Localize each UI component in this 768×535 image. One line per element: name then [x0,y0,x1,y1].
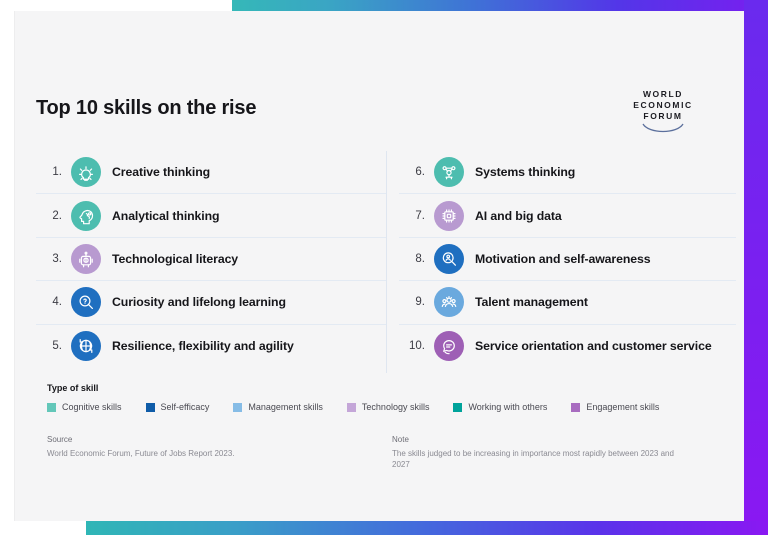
legend-swatch [145,402,155,412]
legend-swatch [47,402,56,412]
skill-rank: 1. [52,166,62,179]
top-gradient-bar [232,0,768,11]
skill-rank: 9. [415,296,425,309]
footer: Source World Economic Forum, Future of J… [47,435,737,470]
magnifier-question-icon [71,287,101,318]
legend-item[interactable]: Technology skills [346,402,430,412]
legend-title: Type of skill [47,383,99,393]
skill-row[interactable]: 3. Technological literacy [36,238,386,282]
legend: Type of skill Cognitive skills Self-effic… [47,383,737,412]
note-block: Note The skills judged to be increasing … [392,435,737,470]
skill-row[interactable]: 5. Resilience, flexibility and agility [36,325,386,368]
skill-rank: 5. [52,340,62,353]
network-nodes-icon [434,157,464,188]
source-block: Source World Economic Forum, Future of J… [47,435,392,470]
resilience-icon [71,331,101,362]
skill-row[interactable]: 8. Motivation and self-awareness [399,238,736,282]
bottom-gradient-bar [86,521,768,535]
skill-label: Talent management [475,295,588,310]
infographic-card: Top 10 skills on the rise WORLD ECONOMIC… [14,11,744,521]
note-heading: Note [392,435,409,444]
legend-item[interactable]: Management skills [233,402,323,412]
legend-item[interactable]: Engagement skills [571,402,659,412]
logo-line-economic: ECONOMIC [633,100,693,110]
skill-label: Technological literacy [112,251,239,266]
skill-rank: 7. [415,209,425,222]
note-text: The skills judged to be increasing in im… [392,449,674,469]
skills-lists: 1. Creative thinking 2. Analytical thinki… [36,151,736,373]
source-heading: Source [47,435,73,444]
right-gradient-bar [744,0,768,535]
skill-row[interactable]: 10. Service orientation and customer ser… [399,325,736,368]
skills-column-right: 6. Systems thinking 7. AI and big data 8. … [386,151,736,373]
magnifier-person-icon [434,243,464,274]
legend-label: Working with others [468,402,548,412]
swoosh-arc-icon [642,123,684,133]
legend-item[interactable]: Self-efficacy [145,402,210,412]
legend-item[interactable]: Working with others [453,402,547,412]
skill-label: Curiosity and lifelong learning [112,295,286,310]
skill-label: Service orientation and customer service [475,339,712,354]
legend-label: Cognitive skills [62,402,122,412]
wef-logo: WORLD ECONOMIC FORUM [622,89,704,135]
skill-row[interactable]: 7. AI and big data [399,194,736,238]
robot-icon [71,243,101,274]
skill-rank: 4. [52,296,62,309]
logo-line-forum: FORUM [643,111,683,121]
skill-rank: 3. [52,252,62,265]
legend-swatch [571,402,581,412]
source-text: World Economic Forum, Future of Jobs Rep… [47,449,235,458]
brain-head-icon [71,200,101,231]
skill-label: Motivation and self-awareness [475,251,651,266]
skill-row[interactable]: 1. Creative thinking [36,151,386,195]
legend-label: Engagement skills [586,402,660,412]
microchip-icon [434,200,464,231]
legend-items: Cognitive skills Self-efficacy Management … [47,402,737,412]
skill-row[interactable]: 4. Curiosity and lifelong learning [36,281,386,325]
people-gear-icon [434,287,464,318]
skill-rank: 6. [415,166,425,179]
card-header: Top 10 skills on the rise WORLD ECONOMIC… [36,89,722,145]
skill-label: Analytical thinking [112,208,220,223]
skills-column-left: 1. Creative thinking 2. Analytical thinki… [36,151,386,373]
skill-rank: 8. [415,252,425,265]
chat-bubble-icon [434,331,464,362]
legend-swatch [233,402,243,412]
skill-rank: 10. [409,340,425,353]
page-title: Top 10 skills on the rise [36,97,257,119]
legend-label: Technology skills [361,402,430,412]
skill-row[interactable]: 2. Analytical thinking [36,194,386,238]
skill-label: Resilience, flexibility and agility [112,339,294,354]
skill-label: Systems thinking [475,165,576,180]
legend-item[interactable]: Cognitive skills [47,402,122,412]
lightbulb-icon [71,157,101,188]
card-inner-surface [14,11,744,521]
skill-label: Creative thinking [112,165,211,180]
legend-swatch [453,402,463,412]
skill-rank: 2. [52,209,62,222]
skill-label: AI and big data [475,208,562,223]
legend-label: Management skills [248,402,323,412]
skill-row[interactable]: 6. Systems thinking [399,151,736,195]
skill-row[interactable]: 9. Talent management [399,281,736,325]
legend-swatch [346,402,356,412]
legend-label: Self-efficacy [160,402,210,412]
logo-line-world: WORLD [642,89,684,99]
